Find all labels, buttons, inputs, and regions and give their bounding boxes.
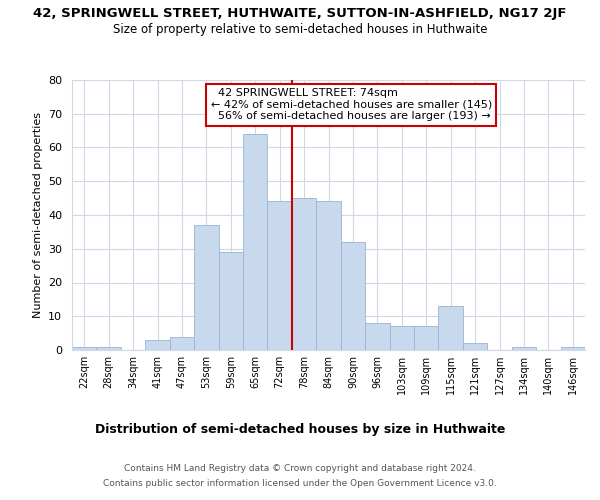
Text: 42, SPRINGWELL STREET, HUTHWAITE, SUTTON-IN-ASHFIELD, NG17 2JF: 42, SPRINGWELL STREET, HUTHWAITE, SUTTON… — [33, 8, 567, 20]
Bar — [97, 346, 121, 350]
Text: Contains public sector information licensed under the Open Government Licence v3: Contains public sector information licen… — [103, 479, 497, 488]
Text: Contains HM Land Registry data © Crown copyright and database right 2024.: Contains HM Land Registry data © Crown c… — [124, 464, 476, 473]
Bar — [560, 346, 585, 350]
Bar — [389, 326, 414, 350]
Text: Distribution of semi-detached houses by size in Huthwaite: Distribution of semi-detached houses by … — [95, 422, 505, 436]
Bar — [316, 202, 341, 350]
Bar — [268, 202, 292, 350]
Y-axis label: Number of semi-detached properties: Number of semi-detached properties — [32, 112, 43, 318]
Bar — [512, 346, 536, 350]
Text: 42 SPRINGWELL STREET: 74sqm  
← 42% of semi-detached houses are smaller (145)
  : 42 SPRINGWELL STREET: 74sqm ← 42% of sem… — [211, 88, 492, 122]
Bar — [145, 340, 170, 350]
Bar — [414, 326, 439, 350]
Bar — [463, 343, 487, 350]
Bar — [439, 306, 463, 350]
Bar — [194, 225, 218, 350]
Bar — [218, 252, 243, 350]
Bar — [341, 242, 365, 350]
Bar — [243, 134, 268, 350]
Bar — [365, 323, 389, 350]
Bar — [292, 198, 316, 350]
Bar — [170, 336, 194, 350]
Bar — [72, 346, 97, 350]
Text: Size of property relative to semi-detached houses in Huthwaite: Size of property relative to semi-detach… — [113, 22, 487, 36]
